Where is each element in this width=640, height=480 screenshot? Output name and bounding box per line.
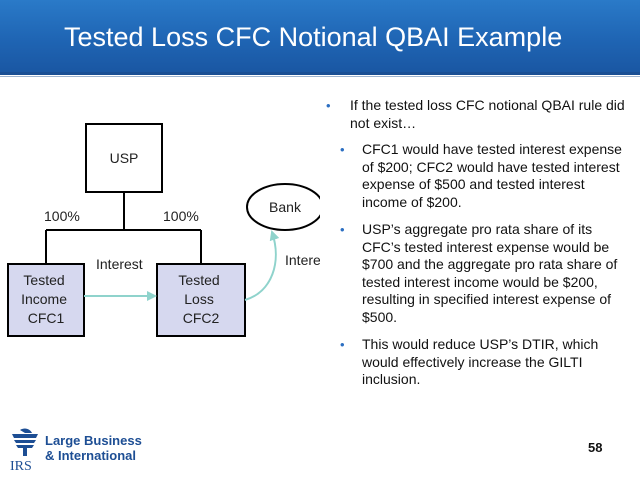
bullet-dot-icon: • [340, 222, 345, 237]
usp-box [85, 123, 163, 193]
cfc1-line2: Income [21, 291, 67, 307]
slide-title: Tested Loss CFC Notional QBAI Example [64, 22, 563, 52]
bullet-sub-1: • CFC1 would have tested interest expens… [320, 141, 625, 211]
ownership-pct-left: 100% [44, 208, 80, 224]
cfc2-line1: Tested [178, 272, 219, 288]
bullet-sub-2: • USP’s aggregate pro rata share of its … [320, 221, 625, 326]
usp-label: USP [110, 150, 139, 166]
bullet-sub-3: • This would reduce USP’s DTIR, which wo… [320, 336, 625, 389]
cfc2-line2: Loss [184, 291, 214, 307]
bank-label: Bank [269, 199, 302, 215]
lbi-line-1: Large Business [45, 433, 142, 448]
bullet-sub-1-text: CFC1 would have tested interest expense … [362, 141, 622, 210]
cfc1-line3: CFC1 [28, 310, 65, 326]
cfc2-box [156, 263, 246, 337]
interest-arrow-cfc2-to-bank [244, 230, 280, 301]
bullet-dot-icon: • [340, 142, 345, 157]
interest-label-right: Interest [285, 252, 320, 268]
interest-label-mid: Interest [96, 256, 143, 272]
title-bar: Tested Loss CFC Notional QBAI Example [0, 0, 640, 72]
ownership-pct-right: 100% [163, 208, 199, 224]
bullet-main-text: If the tested loss CFC notional QBAI rul… [350, 97, 625, 131]
title-underline-thin [0, 76, 640, 77]
lbi-wordmark: Large Business & International [45, 433, 142, 463]
bullet-dot-icon: • [340, 337, 345, 352]
cfc2-line3: CFC2 [183, 310, 220, 326]
irs-logo-text: IRS [10, 459, 32, 472]
title-underline [0, 72, 640, 75]
bullet-dot-icon: • [326, 98, 331, 113]
bullet-sub-2-text: USP’s aggregate pro rata share of its CF… [362, 221, 618, 325]
irs-eagle-logo-icon: IRS [10, 428, 38, 472]
bullet-main: • If the tested loss CFC notional QBAI r… [320, 97, 625, 132]
cfc1-box [7, 263, 85, 337]
ownership-diagram: USP 100% 100% Bank Tested Income CFC1 Te… [7, 123, 320, 337]
cfc1-line1: Tested [23, 272, 64, 288]
bullet-text-area: • If the tested loss CFC notional QBAI r… [320, 97, 625, 399]
cfc1-label: Tested Income CFC1 [21, 272, 71, 326]
cfc2-label: Tested Loss CFC2 [178, 272, 223, 326]
bank-ellipse [246, 183, 320, 231]
bullet-sub-3-text: This would reduce USP’s DTIR, which woul… [362, 336, 599, 387]
lbi-line-2: & International [45, 448, 137, 463]
page-number: 58 [588, 440, 603, 455]
